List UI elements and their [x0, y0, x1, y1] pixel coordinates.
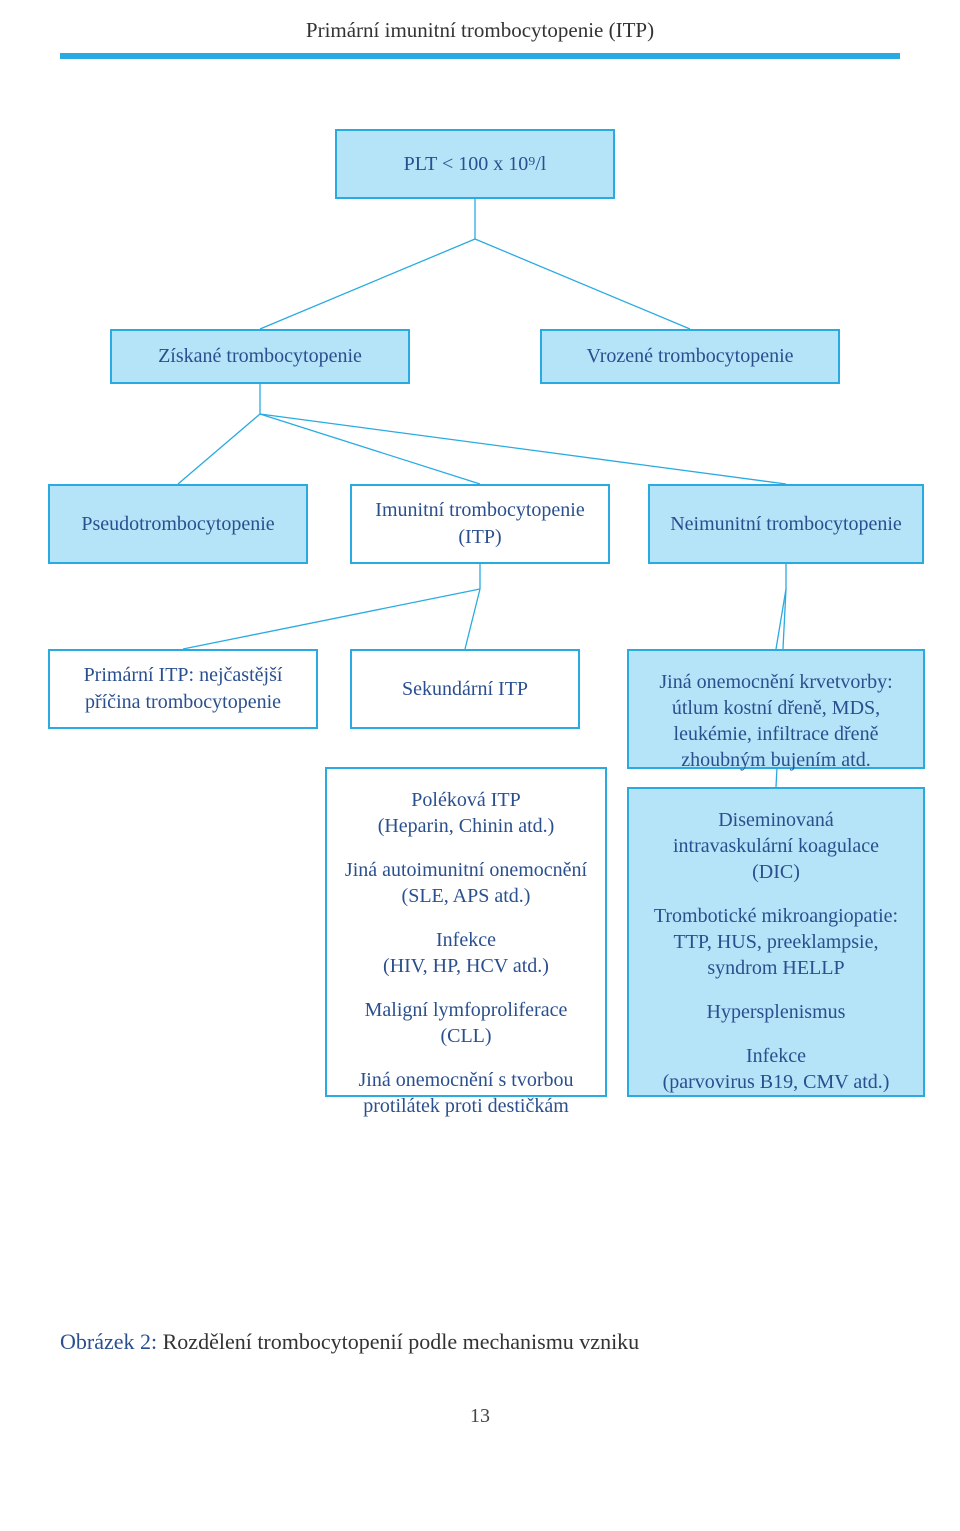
line: Maligní lymfoproliferace: [365, 999, 568, 1021]
list-item: Infekce (HIV, HP, HCV atd.): [341, 927, 591, 979]
line: (DIC): [752, 861, 800, 883]
line: zhoubným bujením atd.: [681, 749, 870, 771]
line: Diseminovaná: [718, 809, 834, 831]
line: (ITP): [458, 526, 501, 548]
node-label: Primární ITP: nejčastější příčina trombo…: [84, 662, 283, 716]
line: útlum kostní dřeně, MDS,: [672, 697, 880, 719]
connector-line: [475, 239, 690, 329]
header-rule: [60, 53, 900, 59]
node-pseudotrombocytopenie: Pseudotrombocytopenie: [48, 484, 308, 564]
list-item: Maligní lymfoproliferace (CLL): [341, 997, 591, 1049]
line: (Heparin, Chinin atd.): [378, 815, 555, 837]
node-label: Imunitní trombocytopenie (ITP): [375, 497, 584, 551]
connector-line: [260, 414, 786, 484]
list-item: Jiná onemocnění krvetvorby: útlum kostní…: [643, 669, 909, 773]
line: protilátek proti destičkám: [363, 1095, 569, 1117]
line: Imunitní trombocytopenie: [375, 499, 584, 521]
line: intravaskulární koagulace: [673, 835, 879, 857]
connector-line: [776, 589, 786, 649]
line: TTP, HUS, preeklampsie,: [674, 931, 879, 953]
list-item: Trombotické mikroangiopatie: TTP, HUS, pr…: [643, 903, 909, 981]
connector-line: [260, 414, 480, 484]
list-item: Infekce (parvovirus B19, CMV atd.): [643, 1043, 909, 1095]
line: (SLE, APS atd.): [402, 885, 531, 907]
node-label: Pseudotrombocytopenie: [81, 511, 274, 538]
node-label: PLT < 100 x 10⁹/l: [404, 151, 547, 178]
box-jina-krvetvorby: Jiná onemocnění krvetvorby: útlum kostní…: [627, 649, 925, 769]
node-label: Získané trombocytopenie: [158, 343, 362, 370]
box-neimunitni-list: Diseminovaná intravaskulární koagulace (DI…: [627, 787, 925, 1097]
line: (parvovirus B19, CMV atd.): [663, 1071, 890, 1093]
list-item: Jiná onemocnění s tvorbou protilátek prot…: [341, 1067, 591, 1119]
node-sekundarni-itp: Sekundární ITP: [350, 649, 580, 729]
list-item: Diseminovaná intravaskulární koagulace (DI…: [643, 807, 909, 885]
line: leukémie, infiltrace dřeně: [674, 723, 879, 745]
line: příčina trombocytopenie: [85, 691, 281, 713]
line: Jiná autoimunitní onemocnění: [345, 859, 587, 881]
node-primarni-itp: Primární ITP: nejčastější příčina trombo…: [48, 649, 318, 729]
connector-line: [465, 589, 480, 649]
line: (CLL): [440, 1025, 491, 1047]
node-plt-root: PLT < 100 x 10⁹/l: [335, 129, 615, 199]
node-label: Sekundární ITP: [402, 676, 528, 703]
node-label: Vrozené trombocytopenie: [586, 343, 793, 370]
line: (HIV, HP, HCV atd.): [383, 955, 549, 977]
caption-label: Obrázek 2:: [60, 1329, 157, 1354]
box-sekundarni-list: Poléková ITP (Heparin, Chinin atd.) Jiná a…: [325, 767, 607, 1097]
node-label: Neimunitní trombocytopenie: [670, 511, 902, 538]
line: Infekce: [436, 929, 496, 951]
page-header-title: Primární imunitní trombocytopenie (ITP): [0, 0, 960, 53]
line: Hypersplenismus: [707, 1001, 846, 1023]
connector-line: [183, 589, 480, 649]
diagram-container: PLT < 100 x 10⁹/l Získané trombocytopeni…: [0, 99, 960, 1299]
connector-line: [260, 239, 475, 329]
list-item: Jiná autoimunitní onemocnění (SLE, APS at…: [341, 857, 591, 909]
list-item: Hypersplenismus: [643, 999, 909, 1025]
figure-caption: Obrázek 2: Rozdělení trombocytopenií pod…: [60, 1329, 900, 1355]
node-vrozene: Vrozené trombocytopenie: [540, 329, 840, 384]
line: Jiná onemocnění krvetvorby:: [659, 671, 892, 693]
node-ziskane: Získané trombocytopenie: [110, 329, 410, 384]
page-root: Primární imunitní trombocytopenie (ITP) …: [0, 0, 960, 1458]
line: Infekce: [746, 1045, 806, 1067]
connector-line: [178, 414, 260, 484]
line: Trombotické mikroangiopatie:: [654, 905, 898, 927]
line: Primární ITP: nejčastější: [84, 664, 283, 686]
node-imunitni-itp: Imunitní trombocytopenie (ITP): [350, 484, 610, 564]
list-item: Poléková ITP (Heparin, Chinin atd.): [341, 787, 591, 839]
line: Jiná onemocnění s tvorbou: [359, 1069, 574, 1091]
line: syndrom HELLP: [707, 957, 844, 979]
page-number: 13: [0, 1405, 960, 1458]
caption-text: Rozdělení trombocytopenií podle mechanis…: [157, 1329, 639, 1354]
node-neimunitni: Neimunitní trombocytopenie: [648, 484, 924, 564]
line: Poléková ITP: [411, 789, 520, 811]
